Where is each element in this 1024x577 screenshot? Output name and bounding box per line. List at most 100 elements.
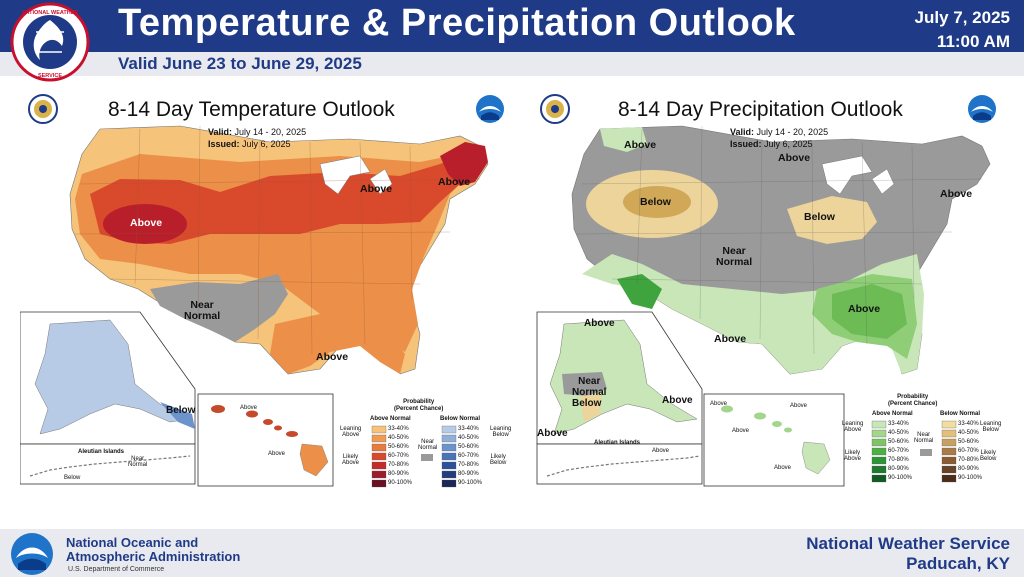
- legend-swatch-above: [871, 438, 887, 447]
- nws-office-line2: Paducah, KY: [906, 554, 1010, 573]
- legend-swatch-above: [871, 447, 887, 456]
- issue-time: 11:00 AM: [936, 32, 1010, 51]
- legend-swatch-below: [941, 456, 957, 465]
- precip-label-ak-above-w: Above: [537, 428, 568, 439]
- precip-label-se-above: Above: [848, 303, 881, 315]
- legend-range-below: 40-50%: [958, 430, 979, 436]
- temp-map-meta: Valid: July 14 - 20, 2025 Issued: July 6…: [208, 126, 306, 150]
- precip-legend-likely-below: Likely Below: [980, 450, 997, 462]
- legend-range-above: 90-100%: [388, 480, 413, 486]
- precip-label-ak-near-normal: Near Normal: [572, 376, 607, 398]
- legend-range-above: 80-90%: [888, 466, 909, 472]
- precip-southeast-dark: [832, 284, 907, 339]
- legend-swatch-below: [941, 420, 957, 429]
- legend-range-above: 60-70%: [388, 453, 409, 459]
- svg-text:SERVICE: SERVICE: [38, 73, 62, 79]
- temp-legend-leaning-below: Leaning Below: [490, 426, 512, 438]
- subtitle-bar: [0, 52, 1024, 76]
- issue-datetime: July 7, 2025 11:00 AM: [915, 6, 1010, 54]
- legend-swatch-below: [441, 434, 457, 443]
- temp-label-near-normal: Near Normal: [184, 299, 221, 322]
- temp-legend-swatches: [371, 425, 457, 488]
- noaa-seal-icon: [476, 95, 504, 123]
- precip-label-hi-above-3: Above: [732, 428, 750, 434]
- precip-legend-above-col: Above Normal: [872, 411, 913, 417]
- legend-swatch-above: [871, 456, 887, 465]
- legend-range-below: 90-100%: [458, 480, 483, 486]
- precip-valid-dates: July 14 - 20, 2025: [756, 127, 829, 137]
- legend-swatch-above: [371, 461, 387, 470]
- state-lines: [74, 125, 481, 355]
- precip-label-hi-above-4: Above: [774, 465, 792, 471]
- legend-swatch-above: [371, 425, 387, 434]
- legend-range-below: 33-40%: [458, 426, 479, 432]
- temp-label-hawaii-above-1: Above: [240, 405, 258, 411]
- temperature-outlook-panel: 8-14 Day Temperature Outlook Valid: July…: [20, 84, 512, 524]
- precip-label-aleutian-islands: Aleutian Islands: [594, 440, 641, 446]
- noaa-name-line2: Atmospheric Administration: [66, 549, 241, 564]
- precip-label-lakes-below: Below: [804, 211, 835, 223]
- precip-label-aleutian-above: Above: [652, 448, 670, 454]
- legend-range-above: 50-60%: [888, 439, 909, 445]
- legend-swatch-near-normal: [920, 449, 932, 456]
- precip-label-ak-above: Above: [584, 318, 615, 329]
- precip-label-hi-above-2: Above: [790, 403, 808, 409]
- legend-swatch-above: [371, 479, 387, 488]
- temp-label-ne-above: Above: [438, 176, 471, 188]
- great-lakes: [319, 155, 393, 195]
- legend-range-below: 50-60%: [958, 439, 979, 445]
- precip-label-hi-above-1: Above: [710, 401, 728, 407]
- temp-valid-label: Valid:: [208, 127, 233, 137]
- precip-label-plains-below: Below: [640, 196, 671, 208]
- legend-swatch-above: [871, 465, 887, 474]
- precip-alaska-gray: [562, 372, 607, 396]
- temp-label-lakes-above: Above: [360, 183, 393, 195]
- legend-range-above: 33-40%: [388, 426, 409, 432]
- precip-issued-date: July 6, 2025: [764, 139, 813, 149]
- precip-label-ak-below: Below: [572, 398, 602, 409]
- precip-hawaii-big-island: [801, 441, 831, 475]
- noaa-department: U.S. Department of Commerce: [68, 566, 165, 573]
- legend-range-below: 70-80%: [458, 462, 479, 468]
- legend-swatch-below: [941, 465, 957, 474]
- legend-range-above: 33-40%: [888, 421, 909, 427]
- legend-swatch-above: [371, 470, 387, 479]
- legend-swatch-above: [871, 429, 887, 438]
- legend-swatch-near-normal: [421, 454, 433, 461]
- precip-map-title: 8-14 Day Precipitation Outlook: [618, 98, 903, 121]
- precip-state-lines: [576, 125, 983, 355]
- precip-south-above: [582, 254, 924, 374]
- legend-swatch-below: [941, 447, 957, 456]
- legend-range-below: 90-100%: [958, 475, 983, 481]
- legend-range-above: 40-50%: [388, 435, 409, 441]
- footer-bar: [0, 529, 1024, 577]
- noaa-name: National Oceanic and Atmospheric Adminis…: [66, 536, 240, 564]
- precip-label-ak-above-s: Above: [662, 395, 693, 406]
- hawaii-big-island: [299, 443, 329, 477]
- legend-swatch-below: [441, 461, 457, 470]
- temp-issued-date: July 6, 2025: [242, 139, 291, 149]
- precip-aleutian-islands-shape: [546, 455, 701, 477]
- legend-swatch-below: [441, 452, 457, 461]
- legend-swatch-above: [371, 443, 387, 452]
- precip-legend-likely-above: Likely Above: [844, 450, 862, 462]
- legend-range-above: 60-70%: [888, 448, 909, 454]
- legend-range-below: 40-50%: [458, 435, 479, 441]
- legend-swatch-below: [441, 479, 457, 488]
- aleutian-islands-shape: [29, 455, 191, 477]
- precip-label-nw-above: Above: [624, 139, 657, 151]
- legend-range-below: 80-90%: [958, 466, 979, 472]
- legend-range-above: 90-100%: [888, 475, 913, 481]
- legend-swatch-below: [441, 470, 457, 479]
- issue-date: July 7, 2025: [914, 8, 1010, 27]
- temp-label-hawaii-above-2: Above: [268, 451, 286, 457]
- legend-swatch-below: [441, 443, 457, 452]
- alaska-panhandle-below: [160, 402, 195, 429]
- temp-legend-below-col: Below Normal: [440, 416, 481, 422]
- legend-range-below: 60-70%: [958, 448, 979, 454]
- legend-range-below: 50-60%: [458, 444, 479, 450]
- temp-legend-likely-below: Likely Below: [490, 454, 507, 466]
- precipitation-outlook-panel: 8-14 Day Precipitation Outlook Valid: Ju…: [532, 84, 1022, 524]
- precip-issued-label: Issued:: [730, 139, 762, 149]
- legend-swatch-below: [941, 429, 957, 438]
